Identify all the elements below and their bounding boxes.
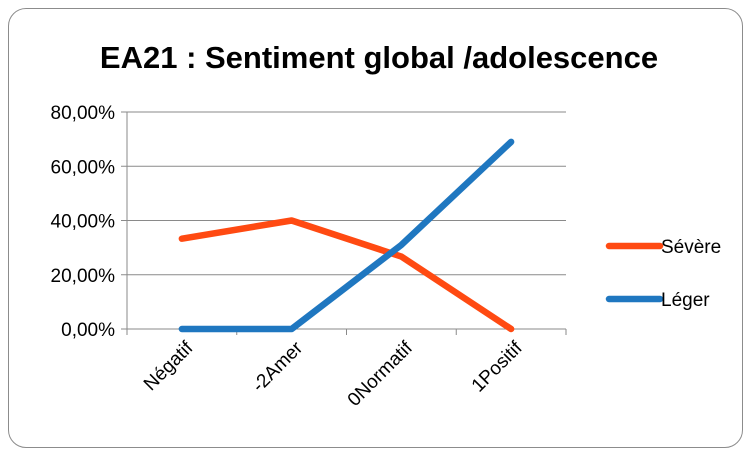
y-axis-tick-labels: 0,00% 20,00% 40,00% 60,00% 80,00% bbox=[51, 103, 116, 341]
axes bbox=[121, 111, 567, 335]
legend-label: Sévère bbox=[661, 237, 721, 258]
y-tick-label: 20,00% bbox=[51, 266, 116, 287]
x-axis-tick-labels: Négatif -2Amer 0Normatif 1Positif bbox=[140, 337, 527, 411]
series-line bbox=[178, 138, 515, 333]
y-tick-label: 0,00% bbox=[61, 320, 115, 341]
y-tick-label: 40,00% bbox=[51, 212, 116, 233]
chart-frame bbox=[8, 8, 743, 448]
series-lines bbox=[178, 138, 515, 333]
chart-title: EA21 : Sentiment global /adolescence bbox=[100, 40, 658, 75]
gridlines bbox=[127, 111, 566, 276]
legend: Sévère Léger bbox=[605, 237, 721, 311]
x-tick-label: 1Positif bbox=[468, 337, 527, 396]
x-tick-label: -2Amer bbox=[248, 337, 307, 396]
legend-label: Léger bbox=[661, 290, 710, 311]
series-line bbox=[178, 217, 515, 333]
x-tick-label: Négatif bbox=[140, 337, 198, 395]
y-tick-label: 80,00% bbox=[51, 103, 116, 124]
x-tick-label: 0Normatif bbox=[344, 337, 418, 411]
y-tick-label: 60,00% bbox=[51, 157, 116, 178]
